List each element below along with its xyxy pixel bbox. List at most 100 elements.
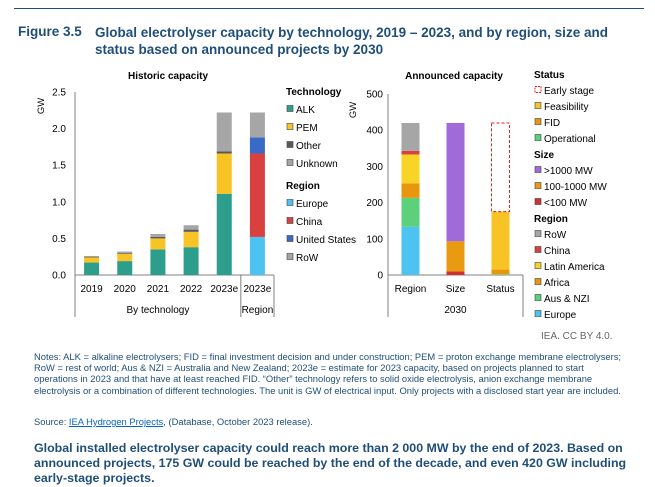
legend-label-china: China — [544, 246, 571, 257]
historic-ylabel: GW — [36, 98, 47, 114]
source-link[interactable]: IEA Hydrogen Projects — [68, 416, 164, 427]
historic-ytick-label: 2.0 — [52, 124, 66, 135]
historic-category-label: 2023e — [210, 284, 238, 295]
announced-ytick-label: 200 — [366, 198, 383, 209]
size-legend-heading: Size — [534, 150, 554, 161]
historic-bar-alk — [150, 249, 166, 275]
announced-bar-europe — [401, 226, 420, 275]
legend-swatch — [534, 198, 542, 205]
legend-label-row: RoW — [544, 230, 567, 241]
historic-bar-unknown — [150, 234, 166, 237]
legend-swatch — [534, 102, 542, 109]
legend-label-latin-america: Latin America — [544, 262, 605, 273]
legend-swatch — [534, 310, 542, 317]
announced-ytick-label: 400 — [366, 126, 383, 137]
legend-swatch — [286, 123, 294, 130]
announced-category-label: Status — [486, 284, 514, 295]
announced-title: Announced capacity — [405, 71, 503, 82]
legend-label-unknown: Unknown — [296, 159, 338, 170]
legend-label-1000-mw: >1000 MW — [544, 166, 593, 177]
legend-swatch — [286, 253, 294, 260]
legend-swatch — [534, 134, 542, 141]
legend-swatch — [534, 182, 542, 189]
notes: Notes: ALK = alkaline electrolysers; FID… — [34, 351, 622, 396]
announced-ytick-label: 500 — [366, 90, 383, 101]
historic-bar-pem — [150, 238, 166, 250]
historic-bar-alk — [84, 262, 100, 275]
legend-label-europe: Europe — [296, 199, 329, 210]
announced-category-label: Region — [395, 284, 427, 295]
legend-swatch — [286, 235, 294, 242]
legend-swatch — [534, 294, 542, 301]
legend-swatch — [534, 86, 542, 93]
legend-label-fid: FID — [544, 118, 560, 129]
announced-bar-row — [401, 122, 420, 151]
historic-bar-row — [249, 112, 265, 138]
legend-swatch — [534, 246, 542, 253]
historic-bar-other — [117, 253, 133, 254]
announced-bar-china — [401, 150, 420, 155]
status-legend-heading: Status — [534, 70, 565, 81]
historic-ytick-label: 0.0 — [52, 271, 66, 282]
legend-swatch — [286, 105, 294, 112]
chart-area: Historic capacity GW 0.0 0.5 1.0 1.5 2.0 2.5 201… — [36, 70, 607, 321]
announced-bar-latin-america — [401, 154, 420, 184]
legend-swatch — [534, 230, 542, 237]
legend-label-100-1000-mw: 100-1000 MW — [544, 182, 607, 193]
announced-bar-fid — [491, 269, 510, 275]
historic-bar-pem — [84, 257, 100, 263]
announced-ytick-label: 0 — [377, 271, 383, 282]
legend-swatch — [286, 217, 294, 224]
announced-bar-100-1000-mw — [446, 241, 465, 272]
source-suffix: , (Database, October 2023 release). — [163, 416, 313, 427]
legend-swatch — [534, 166, 542, 173]
legend-label-early-stage: Early stage — [544, 86, 594, 97]
historic-category-label: 2021 — [147, 284, 170, 295]
historic-bar-alk — [117, 261, 133, 275]
announced-xlabel: 2030 — [444, 305, 467, 316]
historic-bar-china — [249, 153, 265, 237]
legend-label-row: RoW — [296, 253, 319, 264]
legend-label-operational: Operational — [544, 134, 596, 145]
historic-bar-europe — [249, 236, 265, 275]
legend-label-alk: ALK — [296, 105, 315, 116]
legend-swatch — [286, 159, 294, 166]
region-announced-legend-heading: Region — [534, 214, 568, 225]
legend-label-aus-nzi: Aus & NZI — [544, 294, 590, 305]
historic-group-label: By technology — [127, 305, 190, 316]
historic-bar-other — [183, 229, 199, 232]
figure-number: Figure 3.5 — [18, 24, 82, 39]
historic-group-label: Region — [242, 305, 274, 316]
historic-category-label: 2022 — [180, 284, 203, 295]
historic-bar-unknown — [216, 112, 232, 152]
historic-bar-alk — [216, 193, 232, 275]
legend-label-feasibility: Feasibility — [544, 102, 588, 113]
historic-bar-unknown — [84, 255, 100, 257]
announced-bar-africa — [401, 183, 420, 198]
historic-bar-pem — [117, 253, 133, 262]
historic-ytick-label: 1.0 — [52, 197, 66, 208]
legend-swatch — [534, 262, 542, 269]
historic-ytick-label: 1.5 — [52, 161, 66, 172]
historic-bar-other — [150, 236, 166, 239]
top-rule — [14, 8, 644, 9]
historic-bar-unknown — [117, 251, 133, 254]
technology-legend-heading: Technology — [286, 87, 342, 98]
legend-label-united-states: United States — [296, 235, 356, 246]
legend-label-other: Other — [296, 141, 322, 152]
announced-category-label: Size — [446, 284, 466, 295]
takeaway: Global installed electrolyser capacity c… — [34, 441, 627, 485]
legend-swatch — [286, 141, 294, 148]
announced-bar-100-mw — [446, 271, 465, 275]
region-historic-legend-heading: Region — [286, 181, 320, 192]
historic-bar-alk — [183, 247, 199, 275]
historic-category-label: 2023e — [244, 284, 272, 295]
credit: IEA. CC BY 4.0. — [541, 331, 613, 342]
legend-label-europe: Europe — [544, 310, 577, 321]
historic-bar-other — [84, 256, 100, 258]
legend-swatch — [534, 278, 542, 285]
source: Source: IEA Hydrogen Projects, (Database… — [34, 416, 313, 427]
historic-ytick-label: 0.5 — [52, 234, 66, 245]
announced-ytick-label: 100 — [366, 234, 383, 245]
figure-title: Global electrolyser capacity by technolo… — [95, 25, 608, 57]
